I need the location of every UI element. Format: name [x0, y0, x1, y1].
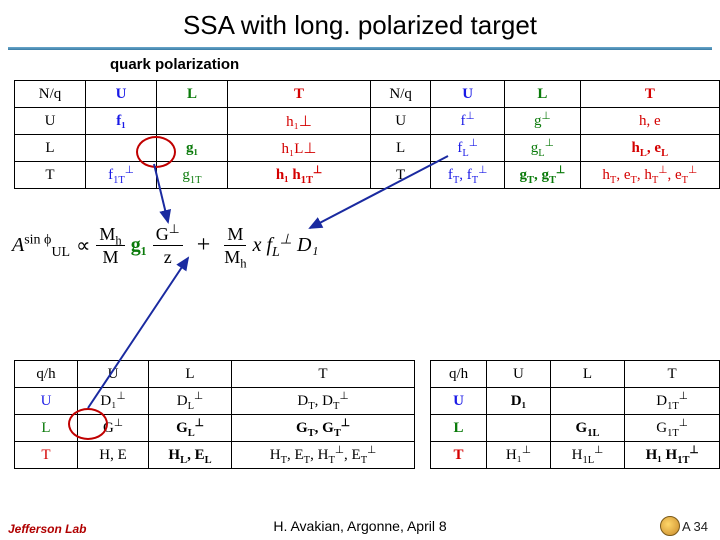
term2-rest: x fL⊥ D₁ [253, 234, 319, 257]
jsa-logo-icon [660, 516, 680, 536]
highlight-circle [136, 136, 176, 168]
g1: g₁ [131, 234, 147, 257]
table-cell: T [431, 442, 487, 469]
title-underline [8, 47, 712, 50]
table-cell: fT, fT⊥ [431, 162, 505, 189]
table-cell: T [625, 361, 720, 388]
plus: + [197, 232, 211, 259]
table-cell: fL⊥ [431, 135, 505, 162]
table-cell: h, e [580, 108, 719, 135]
table-pdf-twist2: N/qULTUf₁h₁⊥Lg₁h₁L⊥Tf1T⊥g1Th₁ h1T⊥ [14, 80, 371, 189]
slide-title: SSA with long. polarized target [0, 0, 720, 47]
table-cell: U [15, 108, 86, 135]
table-cell: T [232, 361, 415, 388]
table-cell: U [431, 81, 505, 108]
table-cell: gT, gT⊥ [505, 162, 581, 189]
table-cell: q/h [431, 361, 487, 388]
table-cell: hT, eT, hT⊥, eT⊥ [580, 162, 719, 189]
table-cell: h₁L⊥ [228, 135, 371, 162]
table-cell: GL⊥ [149, 415, 232, 442]
table-cell: L [431, 415, 487, 442]
table-cell: D₁ [487, 388, 551, 415]
table-cell: L [149, 361, 232, 388]
footer-text: H. Avakian, Argonne, April 8 [0, 518, 720, 534]
table-cell: L [157, 81, 228, 108]
table-cell: L [15, 135, 86, 162]
table-cell [550, 388, 624, 415]
quark-polarization-label: quark polarization [110, 56, 239, 73]
table-cell: G1L [550, 415, 624, 442]
page-number: A 34 [682, 519, 708, 534]
highlight-circle [68, 408, 108, 440]
asymmetry-equation: Asin ϕUL ∝ Mh M g₁ G⊥ z + M Mh x fL⊥ D₁ [12, 225, 318, 266]
table-cell: g⊥ [505, 108, 581, 135]
table-cell: g1T [157, 162, 228, 189]
table-cell: H, E [78, 442, 149, 469]
table-cell: DL⊥ [149, 388, 232, 415]
frac-m-mh: M Mh [224, 225, 246, 266]
table-cell: q/h [15, 361, 78, 388]
lhs: Asin ϕUL [12, 234, 70, 257]
table-cell: DT, DT⊥ [232, 388, 415, 415]
table-cell: N/q [371, 81, 431, 108]
table-cell: T [15, 162, 86, 189]
frac-Gperp-z: G⊥ z [153, 225, 183, 266]
table-cell: HT, ET, HT⊥, ET⊥ [232, 442, 415, 469]
table-cell: h₁ h1T⊥ [228, 162, 371, 189]
table-pdf-twist3: N/qULTUf⊥g⊥h, eLfL⊥gL⊥hL, eLTfT, fT⊥gT, … [370, 80, 720, 189]
table-cell: T [15, 442, 78, 469]
table-cell: h₁⊥ [228, 108, 371, 135]
table-cell: U [86, 81, 157, 108]
table-cell: f₁ [86, 108, 157, 135]
frac-mh-m: Mh M [96, 225, 124, 266]
table-cell: U [15, 388, 78, 415]
table-cell [157, 108, 228, 135]
table-cell: HL, EL [149, 442, 232, 469]
table-cell: hL, eL [580, 135, 719, 162]
table-cell [487, 415, 551, 442]
table-cell: G1T⊥ [625, 415, 720, 442]
table-cell: D1T⊥ [625, 388, 720, 415]
table-ff-twist2: q/hULTUD₁D1T⊥LG1LG1T⊥TH₁⊥H1L⊥H₁ H1T⊥ [430, 360, 720, 469]
table-cell: U [78, 361, 149, 388]
table-cell: gL⊥ [505, 135, 581, 162]
table-cell: T [371, 162, 431, 189]
table-cell: L [550, 361, 624, 388]
table-cell: H₁ H1T⊥ [625, 442, 720, 469]
table-cell: GT, GT⊥ [232, 415, 415, 442]
table-cell: T [580, 81, 719, 108]
table-cell: T [228, 81, 371, 108]
table-cell: H₁⊥ [487, 442, 551, 469]
table-cell: U [487, 361, 551, 388]
table-cell: U [371, 108, 431, 135]
table-cell: L [505, 81, 581, 108]
table-cell: U [431, 388, 487, 415]
table-cell: L [371, 135, 431, 162]
proportional: ∝ [76, 233, 90, 258]
table-cell: f⊥ [431, 108, 505, 135]
table-cell: H1L⊥ [550, 442, 624, 469]
table-cell: N/q [15, 81, 86, 108]
